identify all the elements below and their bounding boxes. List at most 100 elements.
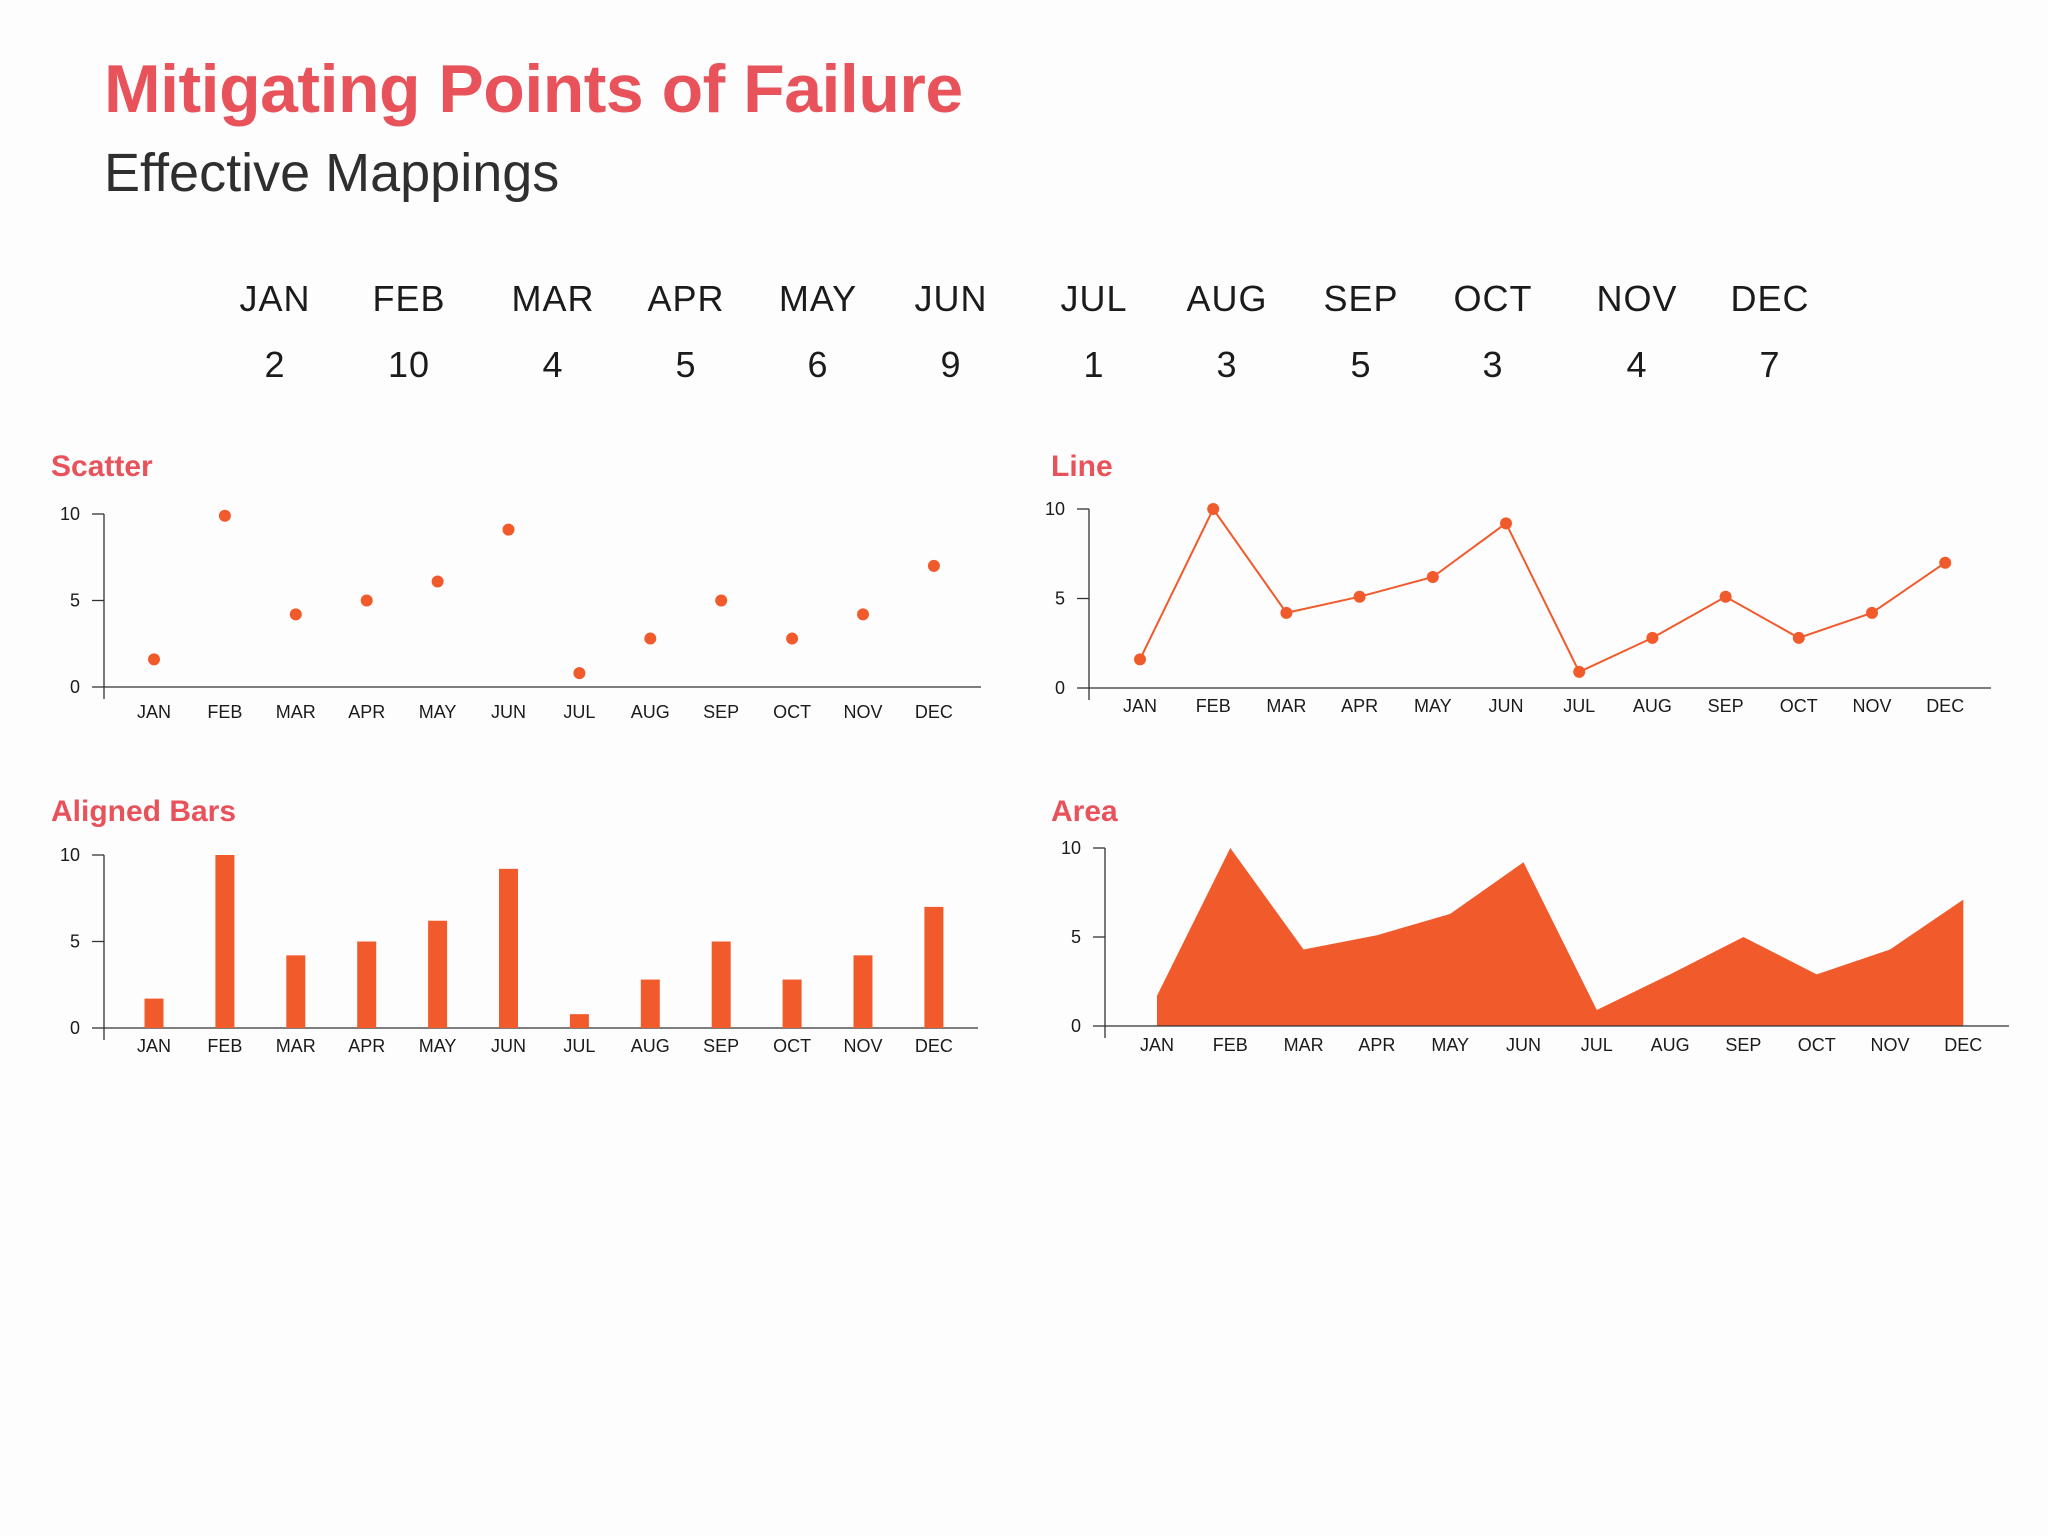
y-tick-label: 5 (1071, 927, 1081, 947)
x-tick-label: OCT (1798, 1035, 1836, 1055)
x-tick-label: MAY (419, 1036, 457, 1056)
x-tick-label: DEC (1944, 1035, 1982, 1055)
x-tick-label: APR (348, 702, 385, 722)
month-label: OCT (1453, 278, 1533, 319)
y-tick-label: 10 (60, 504, 80, 524)
data-point (1866, 606, 1878, 619)
y-tick-label: 10 (1061, 838, 1081, 858)
x-tick-label: SEP (703, 1036, 739, 1056)
bar (924, 906, 944, 1028)
x-tick-label: MAR (276, 1036, 316, 1056)
x-tick-label: JUN (1506, 1035, 1541, 1055)
x-tick-label: JAN (1140, 1035, 1174, 1055)
area-chart-title: Area (1051, 795, 1118, 828)
x-tick-label: JUL (1563, 696, 1595, 716)
month-value: 2 (264, 344, 286, 385)
data-point (1939, 556, 1952, 569)
x-tick-label: FEB (207, 702, 242, 722)
x-tick-label: OCT (773, 1036, 811, 1056)
x-tick-label: DEC (915, 702, 953, 722)
data-point (1500, 517, 1512, 530)
x-tick-label: MAY (1414, 696, 1452, 716)
data-point (857, 608, 869, 621)
x-tick-label: DEC (915, 1036, 953, 1056)
x-tick-label: SEP (1708, 696, 1744, 716)
y-tick-label: 0 (1071, 1016, 1081, 1036)
x-tick-label: APR (348, 1036, 385, 1056)
month-value: 9 (940, 344, 962, 385)
bar-chart-title: Aligned Bars (51, 795, 237, 828)
x-tick-label: NOV (843, 1036, 882, 1056)
month-label: SEP (1323, 278, 1399, 319)
bar-chart-panel: Aligned Bars 0 5 10 JAN FEB MAR APR MAY JUN JUL AU… (51, 795, 1011, 1095)
data-point (1646, 631, 1659, 644)
x-tick-label: SEP (703, 702, 739, 722)
y-tick-label: 5 (70, 932, 80, 952)
bar (782, 979, 802, 1028)
data-point (1353, 590, 1366, 603)
data-point (1573, 665, 1586, 678)
bar (144, 998, 164, 1028)
x-tick-label: DEC (1926, 696, 1964, 716)
line-chart: 0 5 10 JAN FEB MAR APR MAY JUN JUL AUG SEP OCT NOV DEC (1045, 499, 1991, 716)
x-tick-label: JAN (1123, 696, 1157, 716)
month-label: NOV (1596, 278, 1678, 319)
month-label: JAN (239, 278, 311, 319)
month-label: APR (647, 278, 725, 319)
month-label: JUL (1060, 278, 1128, 319)
x-tick-label: AUG (631, 1036, 670, 1056)
month-value: 1 (1083, 344, 1105, 385)
data-point (1792, 631, 1805, 644)
scatter-chart: 0 5 10 JAN FEB MAR APR MAY JUN JUL AUG SEP OCT NOV DEC (60, 504, 981, 722)
y-tick-label: 10 (1045, 499, 1065, 519)
month-value: 6 (807, 344, 829, 385)
x-tick-label: NOV (1870, 1035, 1909, 1055)
data-point (1719, 590, 1732, 603)
data-point (148, 653, 160, 666)
y-tick-label: 10 (60, 845, 80, 865)
month-label: FEB (372, 278, 446, 319)
x-tick-label: JUL (563, 1036, 595, 1056)
month-value: 5 (1350, 344, 1372, 385)
y-tick-label: 0 (1055, 678, 1065, 698)
area-chart: 0 5 10 JAN FEB MAR APR MAY JUN JUL AUG SEP OCT NOV DEC (1061, 838, 2009, 1055)
x-tick-label: OCT (1780, 696, 1818, 716)
bar-chart: 0 5 10 JAN FEB MAR APR MAY JUN JUL AUG SEP OCT NOV DEC (60, 845, 978, 1056)
x-tick-label: JUN (491, 702, 526, 722)
month-label: JUN (914, 278, 988, 319)
bar (215, 855, 235, 1028)
scatter-chart-panel: Scatter 0 5 10 JAN FEB MAR APR MAY JUN JUL AUG SEP O… (51, 450, 1011, 750)
x-tick-label: JUL (1581, 1035, 1613, 1055)
month-label: DEC (1730, 278, 1810, 319)
bar (853, 955, 873, 1028)
month-value: 5 (675, 344, 697, 385)
x-tick-label: NOV (843, 702, 882, 722)
month-value: 3 (1216, 344, 1238, 385)
data-point (644, 632, 657, 645)
bar (569, 1014, 589, 1028)
x-tick-label: MAR (1266, 696, 1306, 716)
month-label: MAR (511, 278, 595, 319)
data-point (715, 594, 728, 607)
data-point (573, 667, 586, 680)
data-point (431, 575, 444, 588)
x-tick-label: NOV (1852, 696, 1891, 716)
x-tick-label: FEB (1213, 1035, 1248, 1055)
data-point (502, 523, 515, 536)
data-point (786, 632, 799, 645)
x-tick-label: MAR (1284, 1035, 1324, 1055)
x-tick-label: MAY (419, 702, 457, 722)
bar (499, 868, 518, 1028)
area-chart-panel: Area 0 5 10 JAN FEB MAR APR MAY JUN JUL AUG SEP OCT N… (1051, 795, 2011, 1095)
data-point (1134, 653, 1146, 666)
x-tick-label: APR (1358, 1035, 1395, 1055)
line-chart-title: Line (1051, 450, 1113, 483)
month-value: 4 (1626, 344, 1648, 385)
x-tick-label: AUG (1651, 1035, 1690, 1055)
data-point (1280, 606, 1293, 619)
data-point (360, 594, 373, 607)
scatter-chart-title: Scatter (51, 450, 153, 483)
data-point (1426, 571, 1439, 584)
line-series (1139, 507, 1946, 674)
x-tick-label: JUN (491, 1036, 526, 1056)
